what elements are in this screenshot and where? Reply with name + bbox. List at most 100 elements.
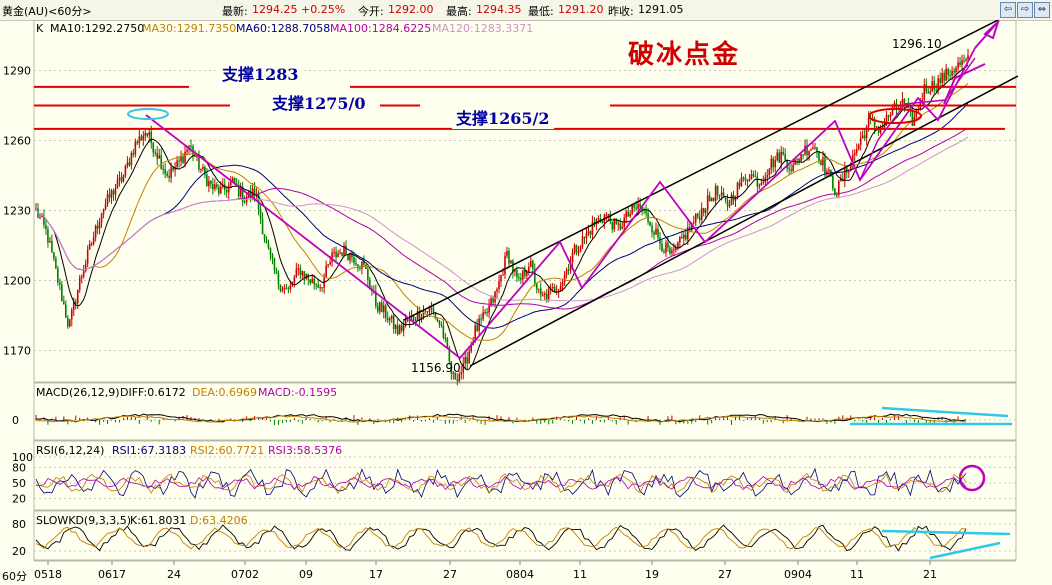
- candle-body: [696, 213, 699, 217]
- candle-body: [861, 135, 864, 139]
- candle-body: [100, 213, 103, 223]
- candle-body: [810, 149, 812, 151]
- ma30-label: MA30:1291.7350: [142, 22, 237, 35]
- candle-body: [796, 158, 798, 160]
- rsi-tick-80: 80: [12, 461, 26, 474]
- candle-body: [768, 169, 771, 176]
- candle-body: [448, 347, 451, 362]
- candle-body: [885, 115, 888, 123]
- candle-body: [883, 122, 886, 129]
- candle-body: [140, 136, 143, 141]
- candle-body: [172, 167, 174, 170]
- candle-body: [422, 311, 425, 318]
- candle-body: [949, 75, 951, 77]
- candle-body: [319, 287, 321, 289]
- candle-body: [530, 260, 532, 267]
- candle-body: [462, 363, 465, 373]
- candle-body: [92, 237, 95, 245]
- candle-body: [661, 243, 663, 252]
- candle-body: [671, 250, 673, 254]
- candle-body: [494, 291, 496, 303]
- candle-body: [845, 167, 848, 173]
- candle-body: [712, 197, 715, 201]
- candle-body: [76, 289, 79, 304]
- candle-body: [259, 209, 262, 219]
- candle-body: [311, 278, 314, 284]
- candle-body: [543, 293, 546, 295]
- candle-body: [313, 278, 316, 285]
- candle-body: [45, 224, 47, 230]
- slowkd-label: SLOWKD(9,3,3,5): [36, 514, 132, 527]
- candle-body: [378, 302, 381, 312]
- symbol-label: 黄金(AU)<60分>: [2, 5, 92, 18]
- candle-body: [967, 55, 969, 60]
- candle-body: [589, 231, 592, 235]
- ma30-line: [35, 83, 969, 341]
- candle-body: [939, 78, 941, 84]
- x-tick-label-5: 17: [369, 568, 383, 581]
- candle-body: [855, 149, 858, 154]
- candle-body: [221, 184, 224, 188]
- candle-body: [577, 252, 580, 254]
- candle-body: [685, 234, 687, 240]
- candle-body: [617, 223, 620, 225]
- chart-title-annotation: 破冰点金: [628, 40, 741, 70]
- scroll-right-button[interactable]: ⇨: [1017, 2, 1033, 18]
- candle-body: [301, 271, 304, 276]
- candle-body: [559, 285, 562, 291]
- candle-body: [822, 157, 824, 166]
- candle-body: [667, 242, 669, 248]
- x-tick-label-7: 0804: [506, 568, 534, 581]
- candle-body: [386, 318, 389, 321]
- x-tick-label-11: 0904: [784, 568, 812, 581]
- candle-body: [162, 168, 164, 170]
- candle-body: [653, 232, 655, 235]
- kd-tick-20: 20: [12, 545, 26, 558]
- candle-body: [879, 127, 882, 133]
- candle-body: [663, 251, 665, 253]
- candle-body: [782, 151, 784, 155]
- candle-body: [669, 247, 671, 254]
- candle-body: [923, 84, 926, 100]
- candle-body: [61, 284, 63, 302]
- candle-body: [249, 191, 252, 198]
- candle-body: [218, 186, 220, 194]
- candle-body: [585, 233, 588, 239]
- candle-body: [78, 277, 81, 290]
- candle-body: [718, 194, 721, 196]
- candle-body: [223, 184, 226, 190]
- x-tick-label-1: 0617: [98, 568, 126, 581]
- slowkd-k-line: [35, 524, 967, 552]
- candle-body: [128, 162, 131, 166]
- candle-body: [808, 150, 810, 156]
- candle-body: [865, 126, 868, 139]
- candle-body: [929, 91, 932, 94]
- candle-body: [641, 206, 643, 211]
- chart-area[interactable]: 1170 1200 1230 1260 1290 0 20 50 80 100 20 80 0518 06…: [0, 17, 1052, 583]
- candle-body: [941, 72, 943, 84]
- candle-body: [432, 307, 435, 313]
- scroll-left-button[interactable]: ⇦: [1000, 2, 1016, 18]
- candle-body: [198, 154, 200, 170]
- candle-body: [847, 171, 850, 173]
- candle-body: [665, 242, 667, 253]
- candle-body: [430, 306, 433, 308]
- candle-body: [645, 210, 647, 214]
- x-tick-label-8: 11: [573, 568, 587, 581]
- candle-body: [488, 305, 490, 313]
- ma60-label: MA60:1288.7058: [236, 22, 331, 35]
- candle-body: [245, 198, 248, 203]
- zoom-button[interactable]: ⇔: [1034, 2, 1050, 18]
- candle-body: [231, 177, 234, 183]
- candle-body: [160, 155, 162, 169]
- candle-body: [400, 325, 403, 331]
- candle-body: [118, 177, 121, 180]
- candle-body: [597, 218, 600, 220]
- candle-body: [466, 357, 469, 364]
- candle-body: [82, 271, 85, 277]
- candle-body: [937, 78, 939, 91]
- x-tick-label-12: 11: [850, 568, 864, 581]
- candle-body: [210, 180, 212, 185]
- candle-body: [277, 272, 280, 285]
